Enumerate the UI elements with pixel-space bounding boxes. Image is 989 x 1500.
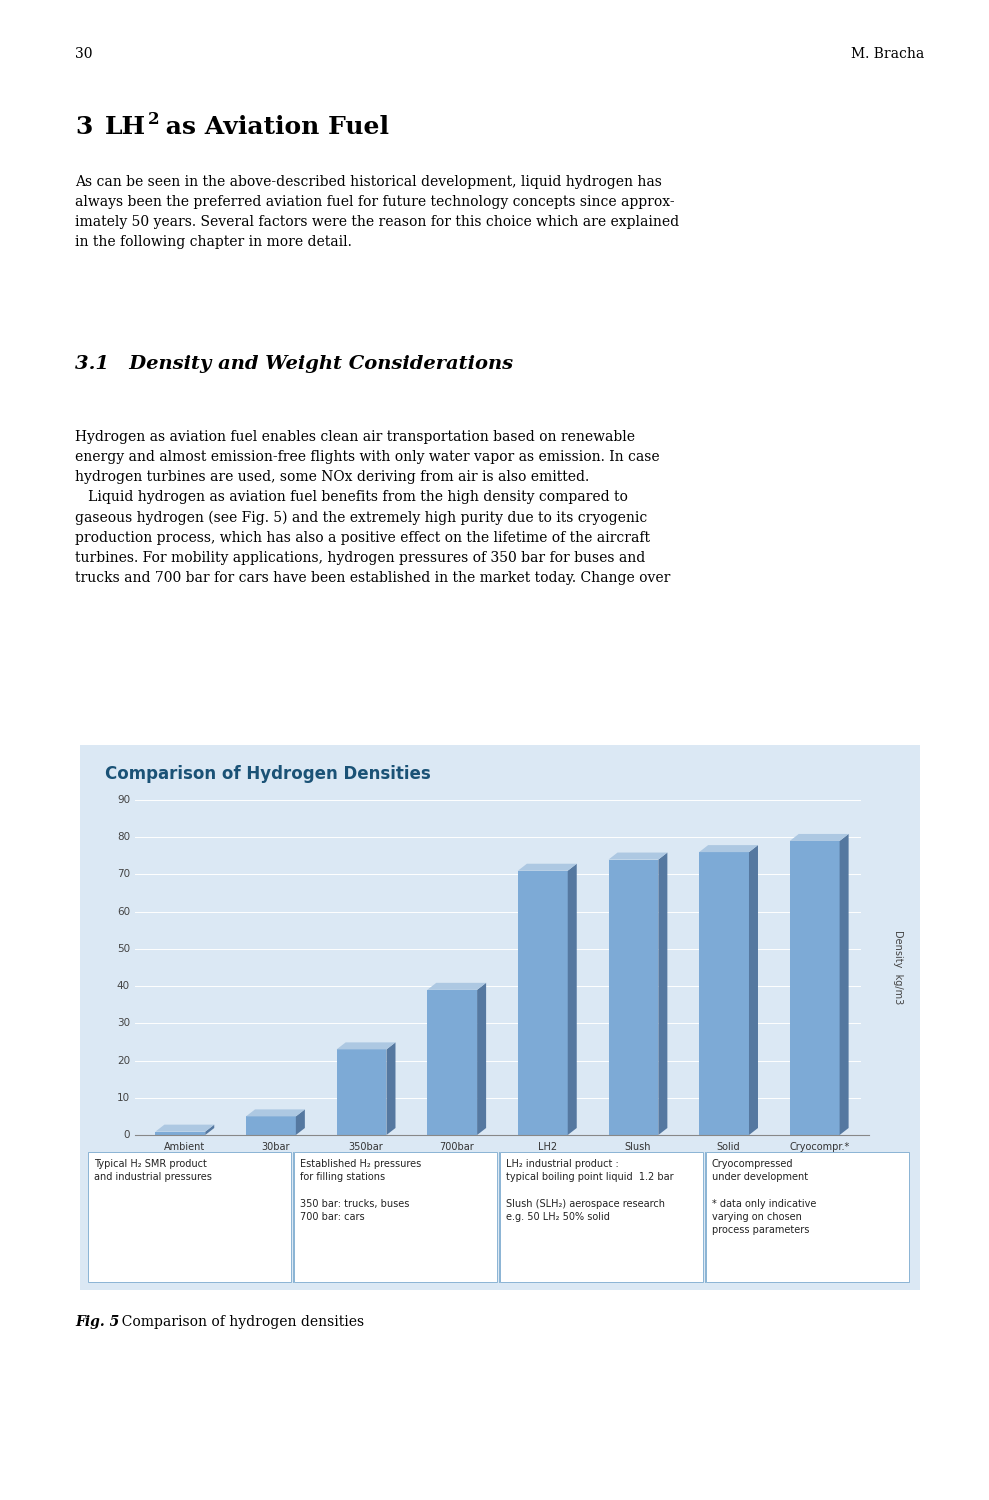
Polygon shape: [296, 1110, 305, 1136]
Bar: [608, 859, 659, 1136]
Bar: [790, 842, 840, 1136]
Text: Typical H₂ SMR product
and industrial pressures: Typical H₂ SMR product and industrial pr…: [94, 1160, 212, 1182]
Text: 40: 40: [117, 981, 130, 992]
Text: Hydrogen as aviation fuel enables clean air transportation based on renewable
en: Hydrogen as aviation fuel enables clean …: [75, 430, 671, 585]
Text: As can be seen in the above-described historical development, liquid hydrogen ha: As can be seen in the above-described hi…: [75, 176, 679, 249]
Bar: [336, 1050, 387, 1136]
Polygon shape: [155, 1125, 215, 1131]
Bar: [246, 1116, 296, 1136]
Text: Slush: Slush: [625, 1142, 651, 1152]
Bar: [88, 1152, 291, 1282]
Polygon shape: [206, 1125, 215, 1136]
Polygon shape: [659, 852, 668, 1136]
Text: LH2: LH2: [538, 1142, 557, 1152]
Text: Comparison of hydrogen densities: Comparison of hydrogen densities: [113, 1316, 364, 1329]
Polygon shape: [840, 834, 849, 1136]
Text: Comparison of Hydrogen Densities: Comparison of Hydrogen Densities: [105, 765, 431, 783]
Polygon shape: [387, 1042, 396, 1136]
Text: 30: 30: [117, 1019, 130, 1029]
Text: Solid: Solid: [717, 1142, 741, 1152]
Polygon shape: [568, 864, 577, 1136]
Bar: [80, 746, 920, 1290]
Text: 3.1   Density and Weight Considerations: 3.1 Density and Weight Considerations: [75, 356, 513, 374]
Bar: [518, 870, 568, 1136]
Polygon shape: [699, 844, 758, 852]
Text: 30bar: 30bar: [261, 1142, 290, 1152]
Polygon shape: [246, 1110, 305, 1116]
Text: Ambient: Ambient: [164, 1142, 206, 1152]
Text: 60: 60: [117, 906, 130, 916]
Bar: [294, 1152, 497, 1282]
Text: Cryocompr.*: Cryocompr.*: [789, 1142, 850, 1152]
Text: 90: 90: [117, 795, 130, 806]
Polygon shape: [608, 852, 668, 859]
Text: LH: LH: [105, 116, 146, 140]
Text: 3: 3: [75, 116, 92, 140]
Polygon shape: [427, 982, 487, 990]
Text: M. Bracha: M. Bracha: [851, 46, 924, 62]
Bar: [155, 1131, 206, 1136]
Text: 0: 0: [124, 1130, 130, 1140]
Bar: [427, 990, 477, 1136]
Text: 80: 80: [117, 833, 130, 842]
Text: 700bar: 700bar: [439, 1142, 474, 1152]
Polygon shape: [749, 844, 758, 1136]
Polygon shape: [518, 864, 577, 870]
Text: LH₂ industrial product :
typical boiling point liquid  1.2 bar

Slush (SLH₂) aer: LH₂ industrial product : typical boiling…: [506, 1160, 674, 1222]
Text: 10: 10: [117, 1094, 130, 1102]
Text: Density  kg/m3: Density kg/m3: [893, 930, 903, 1005]
Text: 20: 20: [117, 1056, 130, 1065]
Text: as Aviation Fuel: as Aviation Fuel: [157, 116, 389, 140]
Bar: [706, 1152, 909, 1282]
Text: 70: 70: [117, 870, 130, 879]
Text: 50: 50: [117, 944, 130, 954]
Bar: [699, 852, 749, 1136]
Text: Established H₂ pressures
for filling stations

350 bar: trucks, buses
700 bar: c: Established H₂ pressures for filling sta…: [300, 1160, 421, 1222]
Polygon shape: [790, 834, 849, 842]
Text: 30: 30: [75, 46, 93, 62]
Text: 350bar: 350bar: [349, 1142, 384, 1152]
Text: Fig. 5: Fig. 5: [75, 1316, 120, 1329]
Text: 2: 2: [148, 111, 159, 128]
Text: Cryocompressed
under development

* data only indicative
varying on chosen
proce: Cryocompressed under development * data …: [712, 1160, 816, 1234]
Polygon shape: [477, 982, 487, 1136]
Bar: [500, 1152, 703, 1282]
Polygon shape: [336, 1042, 396, 1050]
